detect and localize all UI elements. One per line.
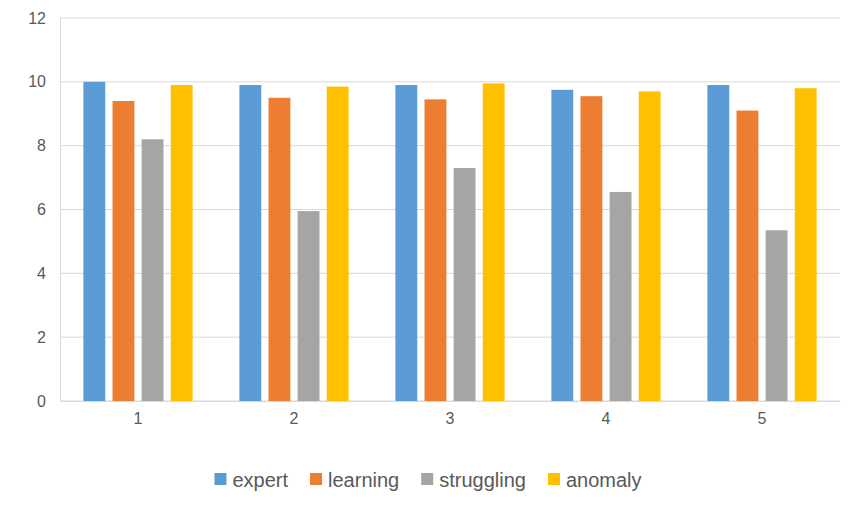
- x-tick: 3: [446, 401, 455, 427]
- x-tick-label: 3: [446, 410, 455, 427]
- y-tick-label: 0: [37, 393, 46, 410]
- y-axis: 0 2 4 6 8 10 12: [28, 10, 60, 410]
- series: [142, 139, 788, 401]
- grid: [60, 18, 840, 401]
- series: [113, 96, 759, 401]
- bar: [795, 88, 817, 401]
- bar: [83, 82, 105, 401]
- x-tick: 2: [290, 401, 299, 427]
- chart: 02468101212345expertlearningstrugglingan…: [0, 0, 856, 512]
- bar: [737, 111, 759, 401]
- bar: [142, 139, 164, 401]
- y-tick: 4: [37, 265, 60, 282]
- bar: [581, 96, 603, 401]
- legend-marker: [421, 473, 433, 485]
- bar: [239, 85, 261, 401]
- x-tick-label: 1: [134, 410, 143, 427]
- y-tick-label: 8: [37, 137, 46, 154]
- bar: [327, 87, 349, 401]
- y-tick: 2: [37, 329, 60, 346]
- x-axis-line: [61, 401, 841, 402]
- legend-label: anomaly: [566, 469, 642, 491]
- y-tick: 12: [28, 10, 60, 27]
- legend-item: expert: [214, 469, 288, 491]
- legend-item: struggling: [421, 469, 526, 491]
- legend-label: struggling: [439, 469, 526, 491]
- bar: [551, 90, 573, 401]
- x-axis: 1 2 3 4 5: [61, 401, 841, 427]
- bar: [425, 99, 447, 401]
- grid-line: [60, 18, 840, 19]
- series: [171, 83, 817, 401]
- bar: [454, 168, 476, 401]
- y-tick: 10: [28, 73, 60, 90]
- bar: [171, 85, 193, 401]
- y-tick-label: 4: [37, 265, 46, 282]
- x-tick-label: 2: [290, 410, 299, 427]
- series: [83, 82, 729, 401]
- bar: [113, 101, 135, 401]
- y-tick-label: 2: [37, 329, 46, 346]
- bars: [83, 82, 816, 401]
- legend-label: learning: [328, 469, 399, 491]
- legend-marker: [310, 473, 322, 485]
- legend-marker: [214, 473, 226, 485]
- grid-line: [60, 81, 840, 82]
- y-tick: 0: [37, 393, 60, 410]
- bar: [639, 91, 661, 401]
- bar: [707, 85, 729, 401]
- x-tick: 1: [134, 401, 143, 427]
- y-tick-label: 10: [28, 73, 46, 90]
- bar: [395, 85, 417, 401]
- y-tick-label: 6: [37, 201, 46, 218]
- y-axis-line: [60, 19, 61, 402]
- legend: expert learning struggling anomaly: [214, 469, 641, 491]
- y-tick-label: 12: [28, 10, 46, 27]
- x-tick: 4: [602, 401, 611, 427]
- bar: [298, 211, 320, 401]
- y-tick: 8: [37, 137, 60, 154]
- y-tick: 6: [37, 201, 60, 218]
- x-tick: 5: [758, 401, 767, 427]
- legend-label: expert: [232, 469, 288, 491]
- legend-marker: [548, 473, 560, 485]
- legend-item: anomaly: [548, 469, 642, 491]
- x-tick-label: 5: [758, 410, 767, 427]
- legend-item: learning: [310, 469, 399, 491]
- x-tick-label: 4: [602, 410, 611, 427]
- bar: [483, 83, 505, 401]
- bar: [766, 230, 788, 401]
- bar: [269, 98, 291, 401]
- bar: [610, 192, 632, 401]
